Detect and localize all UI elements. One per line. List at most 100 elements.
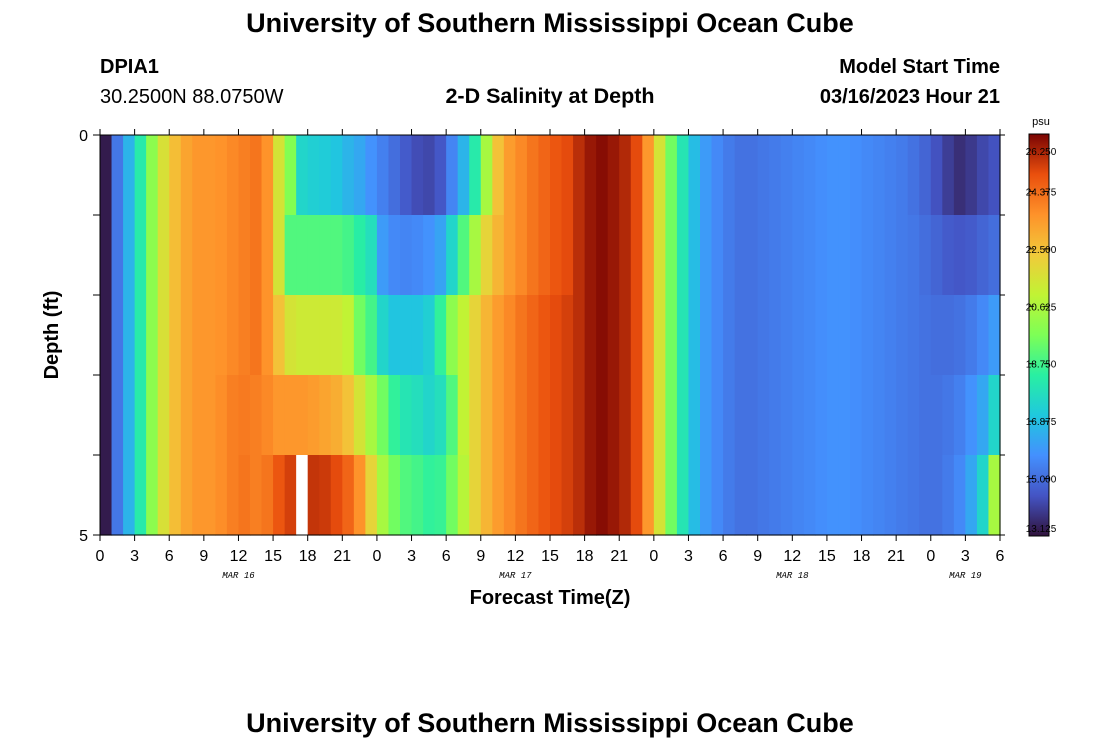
heatmap-cell	[642, 135, 655, 216]
heatmap-cell	[457, 455, 470, 536]
x-tick-label: 6	[442, 548, 451, 565]
heatmap-cell	[561, 215, 574, 296]
heatmap-cell	[538, 215, 551, 296]
heatmap-cell	[815, 375, 828, 456]
heatmap-cell	[111, 135, 124, 216]
heatmap-cell	[284, 455, 297, 536]
heatmap-cell	[884, 135, 897, 216]
heatmap-cell	[446, 135, 459, 216]
heatmap-cell	[342, 375, 355, 456]
heatmap-cell	[861, 135, 874, 216]
colorbar-tick-label: 24.375	[1026, 187, 1057, 198]
heatmap-cell	[296, 455, 309, 536]
heatmap-cell	[838, 135, 851, 216]
heatmap-cell	[169, 375, 182, 456]
heatmap-cell	[134, 215, 147, 296]
x-tick-label: 21	[887, 548, 905, 565]
heatmap-cell	[353, 295, 366, 376]
heatmap-cell	[515, 375, 528, 456]
heatmap-cell	[850, 295, 863, 376]
heatmap-cell	[976, 215, 990, 296]
heatmap-cell	[376, 375, 390, 456]
heatmap-cell	[526, 135, 540, 216]
heatmap-cell	[469, 215, 482, 296]
heatmap-cell	[423, 135, 436, 216]
heatmap-cell	[123, 455, 136, 536]
heatmap-cell	[780, 295, 793, 376]
heatmap-cell	[619, 455, 632, 536]
heatmap-cell	[873, 295, 886, 376]
heatmap-cell	[884, 375, 897, 456]
heatmap-cell	[134, 135, 147, 216]
heatmap-cell	[261, 135, 274, 216]
heatmap-cell	[238, 215, 251, 296]
heatmap-cell	[273, 455, 286, 536]
heatmap-cell	[596, 295, 609, 376]
heatmap-cell	[307, 295, 320, 376]
heatmap-cell	[688, 375, 701, 456]
heatmap-cell	[896, 455, 909, 536]
heatmap-cell	[238, 375, 251, 456]
heatmap-cell	[919, 215, 932, 296]
heatmap-cell	[111, 215, 124, 296]
heatmap-cell	[584, 295, 597, 376]
heatmap-cell	[815, 215, 828, 296]
heatmap-cell	[642, 375, 655, 456]
heatmap-cell	[803, 455, 816, 536]
heatmap-cell	[642, 295, 655, 376]
heatmap-cell	[665, 135, 678, 216]
heatmap-cell	[630, 375, 643, 456]
heatmap-cell	[203, 215, 216, 296]
heatmap-cell	[930, 135, 943, 216]
heatmap-cell	[446, 215, 459, 296]
heatmap-cell	[353, 455, 366, 536]
heatmap-cell	[676, 455, 690, 536]
heatmap-cell	[734, 295, 747, 376]
heatmap-cell	[492, 295, 505, 376]
heatmap-cell	[250, 375, 263, 456]
colorbar-tick-label: 20.625	[1026, 302, 1057, 313]
heatmap-cell	[665, 295, 678, 376]
heatmap-cell	[596, 135, 609, 216]
heatmap-cell	[676, 295, 690, 376]
heatmap-cell	[284, 295, 297, 376]
heatmap-cell	[342, 455, 355, 536]
heatmap-cell	[734, 455, 747, 536]
heatmap-cell	[723, 135, 736, 216]
heatmap-cell	[376, 215, 390, 296]
heatmap-cell	[965, 375, 978, 456]
heatmap-cell	[965, 455, 978, 536]
heatmap-cell	[826, 135, 840, 216]
x-tick-label: 21	[333, 548, 351, 565]
heatmap-cell	[250, 455, 263, 536]
heatmap-cell	[561, 375, 574, 456]
heatmap-cell	[711, 455, 724, 536]
heatmap-cell	[930, 295, 943, 376]
heatmap-cell	[492, 375, 505, 456]
heatmap-cell	[261, 455, 274, 536]
heatmap-cell	[446, 375, 459, 456]
heatmap-cell	[342, 215, 355, 296]
heatmap-cell	[480, 215, 493, 296]
heatmap-cell	[353, 375, 366, 456]
heatmap-cell	[157, 375, 170, 456]
heatmap-cell	[630, 455, 643, 536]
heatmap-cell	[157, 295, 170, 376]
x-tick-label: 9	[476, 548, 485, 565]
colorbar-tick-label: 18.750	[1026, 360, 1057, 371]
heatmap-cell	[965, 215, 978, 296]
date-label: MAR 17	[499, 571, 532, 581]
heatmap-cell	[457, 135, 470, 216]
heatmap-cell	[919, 135, 932, 216]
heatmap-cell	[250, 135, 263, 216]
heatmap-cell	[792, 375, 805, 456]
heatmap-cell	[526, 375, 540, 456]
heatmap-cell	[123, 215, 136, 296]
footer-title: University of Southern Mississippi Ocean…	[246, 708, 854, 738]
heatmap-cell	[607, 295, 620, 376]
heatmap-cell	[850, 215, 863, 296]
heatmap-cell	[676, 135, 690, 216]
x-tick-label: 18	[576, 548, 594, 565]
heatmap-cell	[757, 135, 770, 216]
heatmap-cell	[561, 455, 574, 536]
